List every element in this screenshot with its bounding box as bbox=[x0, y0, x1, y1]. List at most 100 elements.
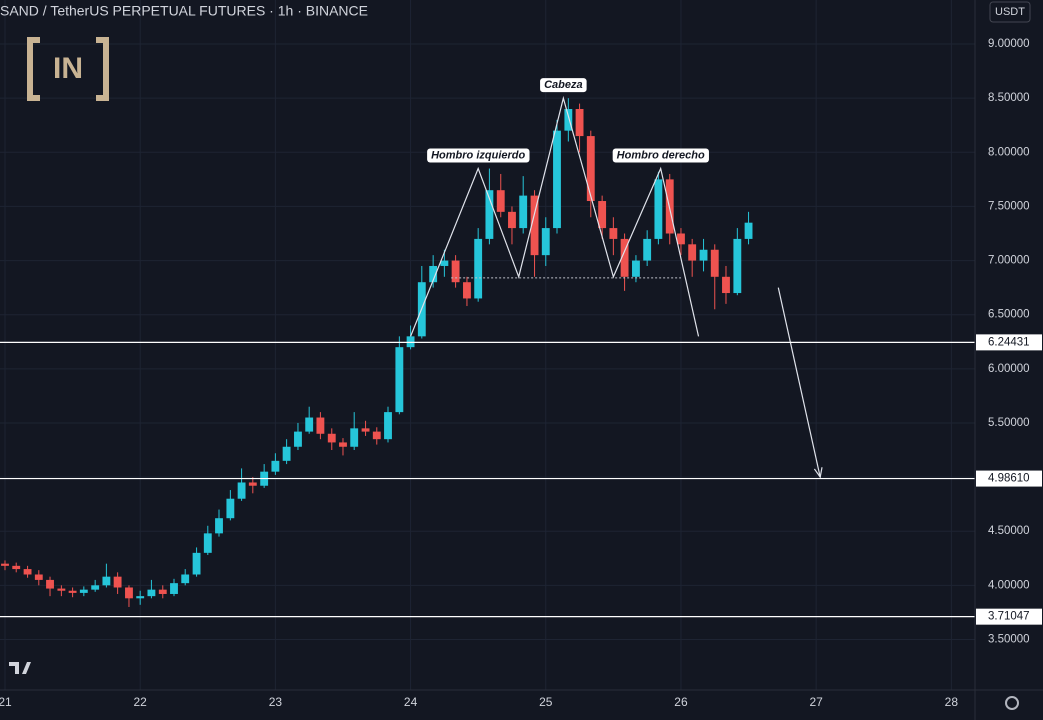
candle-body bbox=[192, 552, 201, 575]
y-tick-label: 9.00000 bbox=[988, 38, 1030, 50]
y-tick-label: 5.50000 bbox=[988, 417, 1030, 429]
pattern-label-box bbox=[612, 148, 709, 163]
x-tick-label: 21 bbox=[0, 695, 12, 709]
candle-body bbox=[79, 589, 88, 593]
candle-body bbox=[226, 498, 235, 519]
candle-body bbox=[575, 109, 584, 137]
pattern-label-box bbox=[540, 78, 587, 93]
candle-body bbox=[316, 417, 325, 434]
candle-body bbox=[12, 565, 21, 570]
candle-body bbox=[440, 260, 449, 266]
y-tick-label: 7.00000 bbox=[988, 255, 1030, 267]
candle-body bbox=[632, 260, 640, 277]
candle-body bbox=[57, 588, 66, 591]
candle-body bbox=[339, 442, 347, 447]
x-tick-label: 22 bbox=[134, 695, 148, 709]
y-tick-label: 8.50000 bbox=[988, 92, 1030, 104]
y-tick-label: 3.50000 bbox=[988, 633, 1030, 645]
candle-body bbox=[722, 276, 730, 294]
currency-box bbox=[989, 1, 1031, 23]
candle-body bbox=[327, 433, 336, 443]
x-tick-label: 28 bbox=[945, 695, 959, 709]
candle-body bbox=[474, 238, 483, 299]
tv-icon bbox=[9, 662, 31, 674]
candle-body bbox=[429, 265, 438, 283]
candle-body bbox=[395, 347, 404, 413]
candle-body bbox=[125, 587, 133, 599]
candle-body bbox=[147, 589, 156, 597]
candle-body bbox=[203, 533, 212, 553]
candle-body bbox=[1, 563, 9, 566]
candle-body bbox=[68, 590, 77, 593]
x-tick-label: 25 bbox=[539, 695, 553, 709]
pattern-label: Hombro derecho bbox=[617, 149, 705, 161]
candle-body bbox=[688, 244, 697, 261]
level-label-box bbox=[976, 334, 1042, 351]
candle-body bbox=[237, 482, 246, 499]
plot-area bbox=[0, 0, 975, 690]
candle-body bbox=[699, 249, 708, 261]
candle-body bbox=[102, 576, 111, 586]
candle-body bbox=[609, 228, 618, 239]
candle-body bbox=[46, 579, 54, 589]
pattern-label: Cabeza bbox=[544, 79, 583, 91]
logo-brackets bbox=[27, 37, 109, 101]
candle-body bbox=[181, 574, 190, 584]
y-axis-label: USDT bbox=[995, 6, 1025, 18]
candle-body bbox=[463, 282, 471, 299]
y-tick-label: 6.50000 bbox=[988, 309, 1030, 321]
level-label-box bbox=[976, 470, 1042, 487]
candle-body bbox=[305, 417, 314, 432]
candle-body bbox=[586, 136, 595, 202]
candle-body bbox=[519, 195, 528, 229]
y-tick-label: 8.00000 bbox=[988, 146, 1030, 158]
candle-body bbox=[136, 596, 145, 599]
level-label: 4.98610 bbox=[988, 473, 1030, 485]
settings-icon[interactable] bbox=[1005, 696, 1019, 710]
level-label-box bbox=[976, 608, 1042, 625]
candle-body bbox=[496, 190, 505, 212]
level-label: 6.24431 bbox=[988, 336, 1030, 348]
candle-body bbox=[598, 201, 607, 229]
candle-body bbox=[530, 195, 539, 256]
x-tick-label: 24 bbox=[404, 695, 418, 709]
chart-title: SAND / TetherUS PERPETUAL FUTURES · 1h ·… bbox=[0, 3, 368, 19]
tradingview-logo bbox=[9, 662, 31, 674]
candle-body bbox=[34, 574, 43, 580]
x-tick-label: 26 bbox=[674, 695, 688, 709]
candle-body bbox=[541, 228, 550, 256]
candle-body bbox=[170, 583, 178, 594]
pattern-label: Hombro izquierdo bbox=[431, 149, 525, 161]
watermark-logo: IN bbox=[27, 37, 109, 101]
y-tick-label: 4.00000 bbox=[988, 579, 1030, 591]
candle-body bbox=[553, 130, 561, 229]
arrow-head bbox=[813, 467, 823, 479]
candle-body bbox=[282, 446, 291, 461]
logo-text: IN bbox=[53, 52, 83, 85]
candle-body bbox=[23, 569, 32, 575]
candle-body bbox=[158, 589, 167, 594]
candle-body bbox=[710, 249, 719, 277]
candle-body bbox=[215, 518, 223, 534]
candle-body bbox=[384, 412, 392, 440]
candle-body bbox=[643, 238, 652, 261]
candle-body bbox=[733, 238, 742, 294]
candle-body bbox=[744, 222, 753, 239]
x-tick-label: 27 bbox=[809, 695, 823, 709]
candle-body bbox=[350, 428, 359, 447]
candle-body bbox=[406, 336, 415, 348]
level-label: 3.71047 bbox=[988, 611, 1030, 623]
candle-body bbox=[113, 576, 122, 588]
pattern-label-box bbox=[427, 148, 530, 163]
candle-body bbox=[677, 233, 685, 245]
candle-body bbox=[372, 431, 381, 440]
y-tick-label: 6.00000 bbox=[988, 363, 1030, 375]
candle-body bbox=[654, 179, 663, 239]
candle-body bbox=[271, 460, 280, 472]
y-tick-label: 4.50000 bbox=[988, 525, 1030, 537]
candle-body bbox=[91, 585, 100, 590]
candle-body bbox=[451, 260, 460, 283]
x-tick-label: 23 bbox=[269, 695, 283, 709]
candle-body bbox=[248, 482, 257, 486]
